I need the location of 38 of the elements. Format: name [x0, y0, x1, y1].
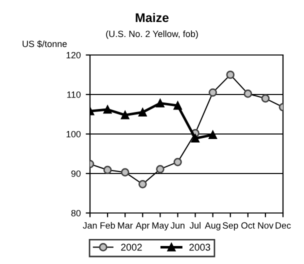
point — [120, 110, 130, 120]
chart-subtitle: (U.S. No. 2 Yellow, fob) — [106, 30, 198, 39]
y-tick-label: 110 — [67, 91, 81, 98]
x-tick-label: Mar — [118, 222, 133, 229]
x-tick-label: Apr — [136, 222, 150, 230]
point — [174, 101, 182, 110]
x-tick-label: Jul — [190, 222, 200, 229]
point — [138, 108, 147, 116]
point — [191, 134, 200, 143]
point — [226, 70, 235, 79]
point — [174, 158, 182, 166]
x-tick-label: Jun — [170, 222, 184, 229]
x-tick-label: Jan — [82, 222, 97, 229]
y-tick-label: 80 — [71, 210, 81, 216]
legend-label: 2003 — [189, 244, 210, 251]
x-tick-label: Oct — [241, 222, 255, 229]
x-tick-label: Feb — [100, 222, 115, 229]
x-tick-label: Sep — [222, 222, 238, 230]
x-tick-label: Aug — [204, 222, 220, 230]
point — [244, 90, 252, 98]
point — [156, 164, 164, 174]
point — [120, 168, 130, 176]
y-tick-label: 100 — [66, 130, 81, 138]
point — [103, 166, 112, 174]
x-tick-label: Dec — [276, 222, 291, 229]
point — [208, 130, 217, 139]
legend-label: 2002 — [121, 244, 142, 251]
point — [138, 180, 147, 188]
point — [156, 99, 164, 108]
chart-title: Maize — [136, 12, 169, 22]
point — [208, 88, 217, 97]
y-tick-label: 90 — [71, 170, 81, 177]
x-tick-label: May — [152, 222, 169, 230]
x-tick-label: Nov — [258, 222, 274, 229]
y-tick-label: 120 — [66, 52, 81, 58]
point — [261, 94, 270, 103]
y-axis-title: US $/tonne — [22, 40, 67, 48]
point — [103, 105, 112, 114]
